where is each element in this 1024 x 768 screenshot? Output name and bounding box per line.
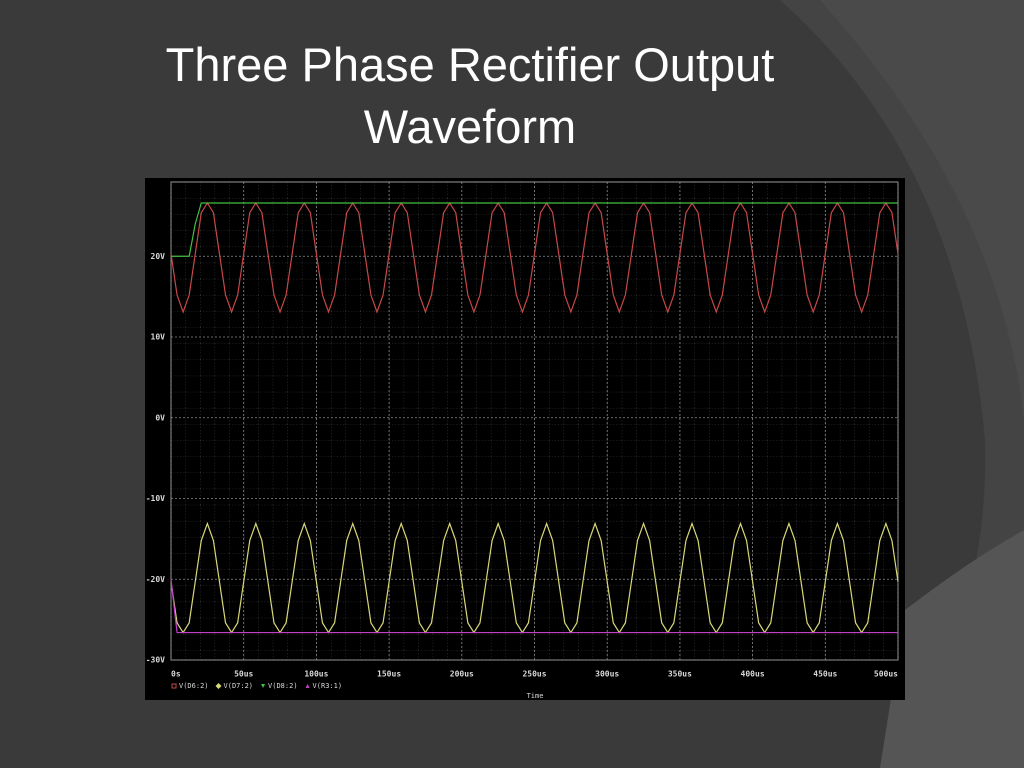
y-tick-label: -10V bbox=[146, 494, 165, 503]
x-tick-label: 100us bbox=[304, 670, 328, 679]
x-tick-label: 150us bbox=[377, 670, 401, 679]
x-tick-label: 400us bbox=[741, 670, 765, 679]
series-line bbox=[170, 521, 899, 634]
x-tick-label: 0s bbox=[171, 670, 181, 679]
x-tick-label: 350us bbox=[668, 670, 692, 679]
legend-label: V(D7:2) bbox=[224, 682, 254, 690]
legend-label: V(D6:2) bbox=[179, 682, 209, 690]
x-tick-label: 450us bbox=[813, 670, 837, 679]
background-arc bbox=[820, 0, 1024, 420]
slide-title: Three Phase Rectifier Output Waveform bbox=[165, 38, 775, 153]
legend-marker bbox=[171, 683, 177, 689]
y-tick-label: -30V bbox=[146, 656, 165, 665]
y-tick-label: 0V bbox=[155, 413, 165, 422]
x-tick-label: 250us bbox=[522, 670, 546, 679]
legend-marker bbox=[305, 684, 310, 688]
x-tick-label: 300us bbox=[595, 670, 619, 679]
legend-marker bbox=[261, 684, 266, 688]
legend-label: V(R3:1) bbox=[313, 682, 343, 690]
series-line bbox=[170, 201, 899, 314]
legend-label: V(D8:2) bbox=[268, 682, 298, 690]
background-arc bbox=[880, 530, 1024, 768]
x-axis-label: Time bbox=[527, 692, 544, 700]
y-tick-label: 20V bbox=[151, 252, 166, 261]
legend-marker bbox=[215, 683, 222, 689]
y-tick-label: -20V bbox=[146, 575, 165, 584]
x-tick-label: 50us bbox=[234, 670, 253, 679]
series-line bbox=[170, 579, 898, 634]
x-tick-label: 200us bbox=[450, 670, 474, 679]
x-tick-label: 500us bbox=[874, 670, 898, 679]
series-line bbox=[171, 202, 898, 257]
y-tick-label: 10V bbox=[151, 333, 166, 342]
